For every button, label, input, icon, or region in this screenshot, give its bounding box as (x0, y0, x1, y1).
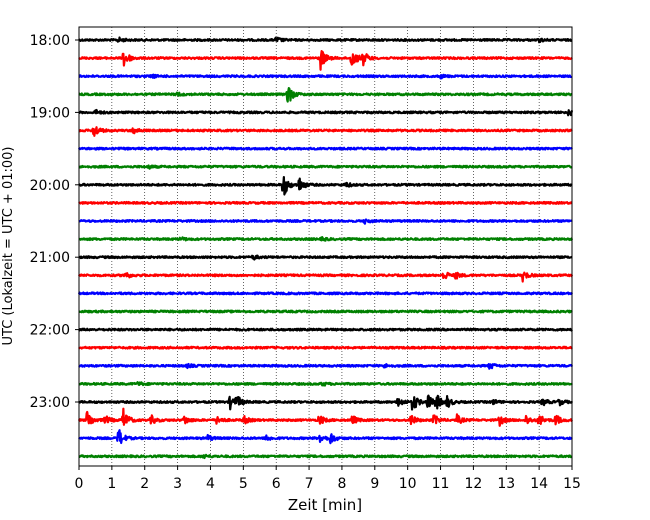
x-tick-label: 14 (530, 476, 548, 492)
y-axis-ticks: 18:00 19:00 20:00 21:00 22:00 23:00 (30, 33, 79, 411)
x-axis-ticks: 0 1 2 3 4 5 6 7 8 9 10 11 12 13 14 15 (75, 466, 581, 492)
x-tick-label: 12 (464, 476, 482, 492)
trace-2045 (78, 236, 574, 242)
trace-2330 (78, 429, 573, 445)
plot-background (79, 27, 572, 466)
trace-2300 (77, 394, 574, 411)
trace-2030 (78, 218, 573, 225)
x-tick-label: 9 (370, 476, 379, 492)
trace-2200 (77, 327, 573, 332)
x-tick-label: 15 (563, 476, 581, 492)
x-tick-label: 0 (75, 476, 84, 492)
y-tick-label: 23:00 (30, 395, 70, 411)
trace-2315 (77, 407, 573, 427)
x-tick-label: 1 (107, 476, 116, 492)
x-tick-label: 3 (173, 476, 182, 492)
trace-2145 (78, 309, 573, 314)
trace-2100 (78, 254, 573, 261)
trace-1900 (78, 108, 574, 117)
trace-1815 (78, 49, 573, 71)
y-tick-label: 22:00 (30, 323, 70, 339)
x-tick-label: 11 (432, 476, 450, 492)
grid-lines (111, 27, 540, 466)
trace-1930 (78, 146, 573, 151)
x-tick-label: 7 (305, 476, 314, 492)
x-tick-label: 4 (206, 476, 215, 492)
x-tick-label: 10 (399, 476, 417, 492)
trace-layer (77, 36, 574, 460)
x-tick-label: 2 (140, 476, 149, 492)
trace-2015 (78, 200, 573, 205)
y-axis-label: UTC (Lokalzeit = UTC + 01:00) (1, 147, 16, 346)
trace-1845 (78, 87, 573, 103)
trace-2215 (78, 345, 573, 350)
trace-2130 (77, 291, 573, 296)
x-tick-label: 6 (272, 476, 281, 492)
trace-2230 (78, 362, 574, 370)
x-tick-label: 5 (239, 476, 248, 492)
trace-1800 (78, 36, 573, 44)
trace-1830 (78, 73, 573, 80)
trace-2115 (78, 271, 574, 283)
y-tick-label: 18:00 (30, 33, 70, 49)
x-tick-label: 13 (497, 476, 515, 492)
trace-2000 (78, 176, 573, 196)
trace-1945 (78, 164, 573, 170)
x-tick-label: 8 (337, 476, 346, 492)
y-tick-label: 20:00 (30, 178, 70, 194)
plot-frame (78, 26, 573, 467)
trace-1915 (78, 126, 573, 137)
trace-2345 (78, 453, 573, 460)
trace-2245 (78, 381, 573, 387)
y-tick-label: 21:00 (30, 250, 70, 266)
y-tick-label: 19:00 (30, 105, 70, 121)
x-axis-label: Zeit [min] (288, 496, 362, 514)
